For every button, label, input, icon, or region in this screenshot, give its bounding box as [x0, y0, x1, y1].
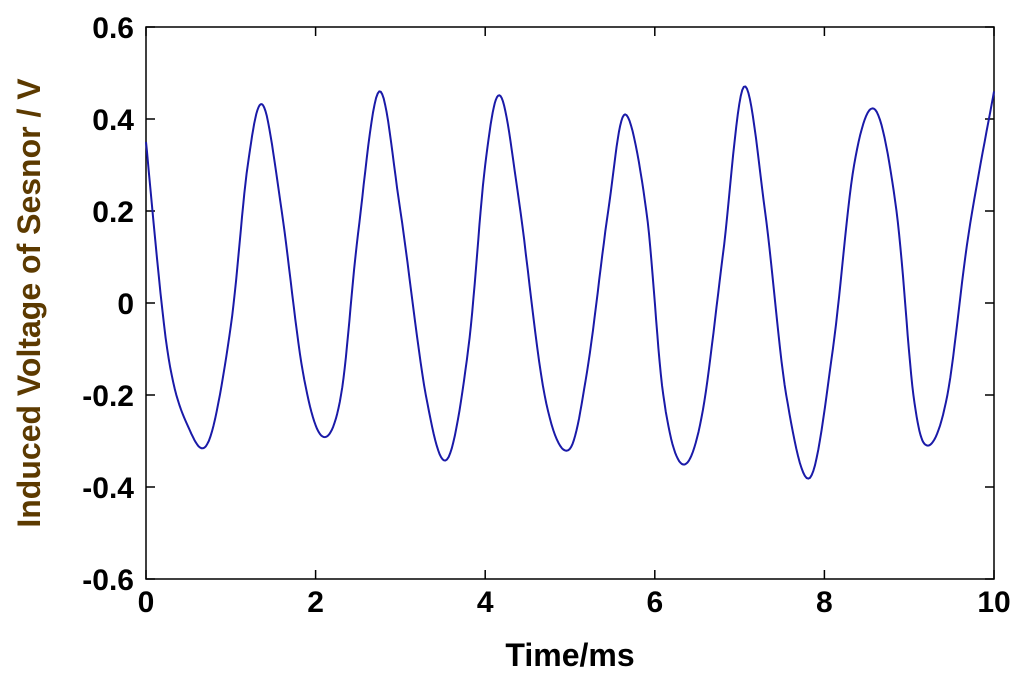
y-tick-label: -0.2: [82, 380, 134, 413]
y-tick-label: 0.6: [92, 12, 134, 45]
x-tick-label: 8: [816, 586, 833, 619]
plot-area: [145, 26, 995, 580]
y-axis-title: Induced Voltage of Sesnor / V: [11, 78, 47, 528]
x-tick-label: 10: [977, 586, 1010, 619]
x-axis-title: Time/ms: [505, 637, 634, 673]
x-tick-label: 4: [477, 586, 494, 619]
axis-ticks: [145, 26, 995, 580]
x-tick-label: 2: [307, 586, 324, 619]
x-tick-label: 6: [646, 586, 663, 619]
x-tick-label: 0: [138, 586, 155, 619]
y-tick-label: -0.4: [82, 472, 134, 505]
y-tick-labels: 0.6 0.4 0.2 0 -0.2 -0.4 -0.6: [82, 12, 134, 597]
y-tick-label: 0.2: [92, 196, 134, 229]
y-tick-label: 0.4: [92, 104, 134, 137]
series-line: [145, 85, 995, 480]
x-tick-labels: 0 2 4 6 8 10: [138, 586, 1011, 619]
y-tick-label: -0.6: [82, 564, 134, 597]
y-tick-label: 0: [117, 288, 134, 321]
